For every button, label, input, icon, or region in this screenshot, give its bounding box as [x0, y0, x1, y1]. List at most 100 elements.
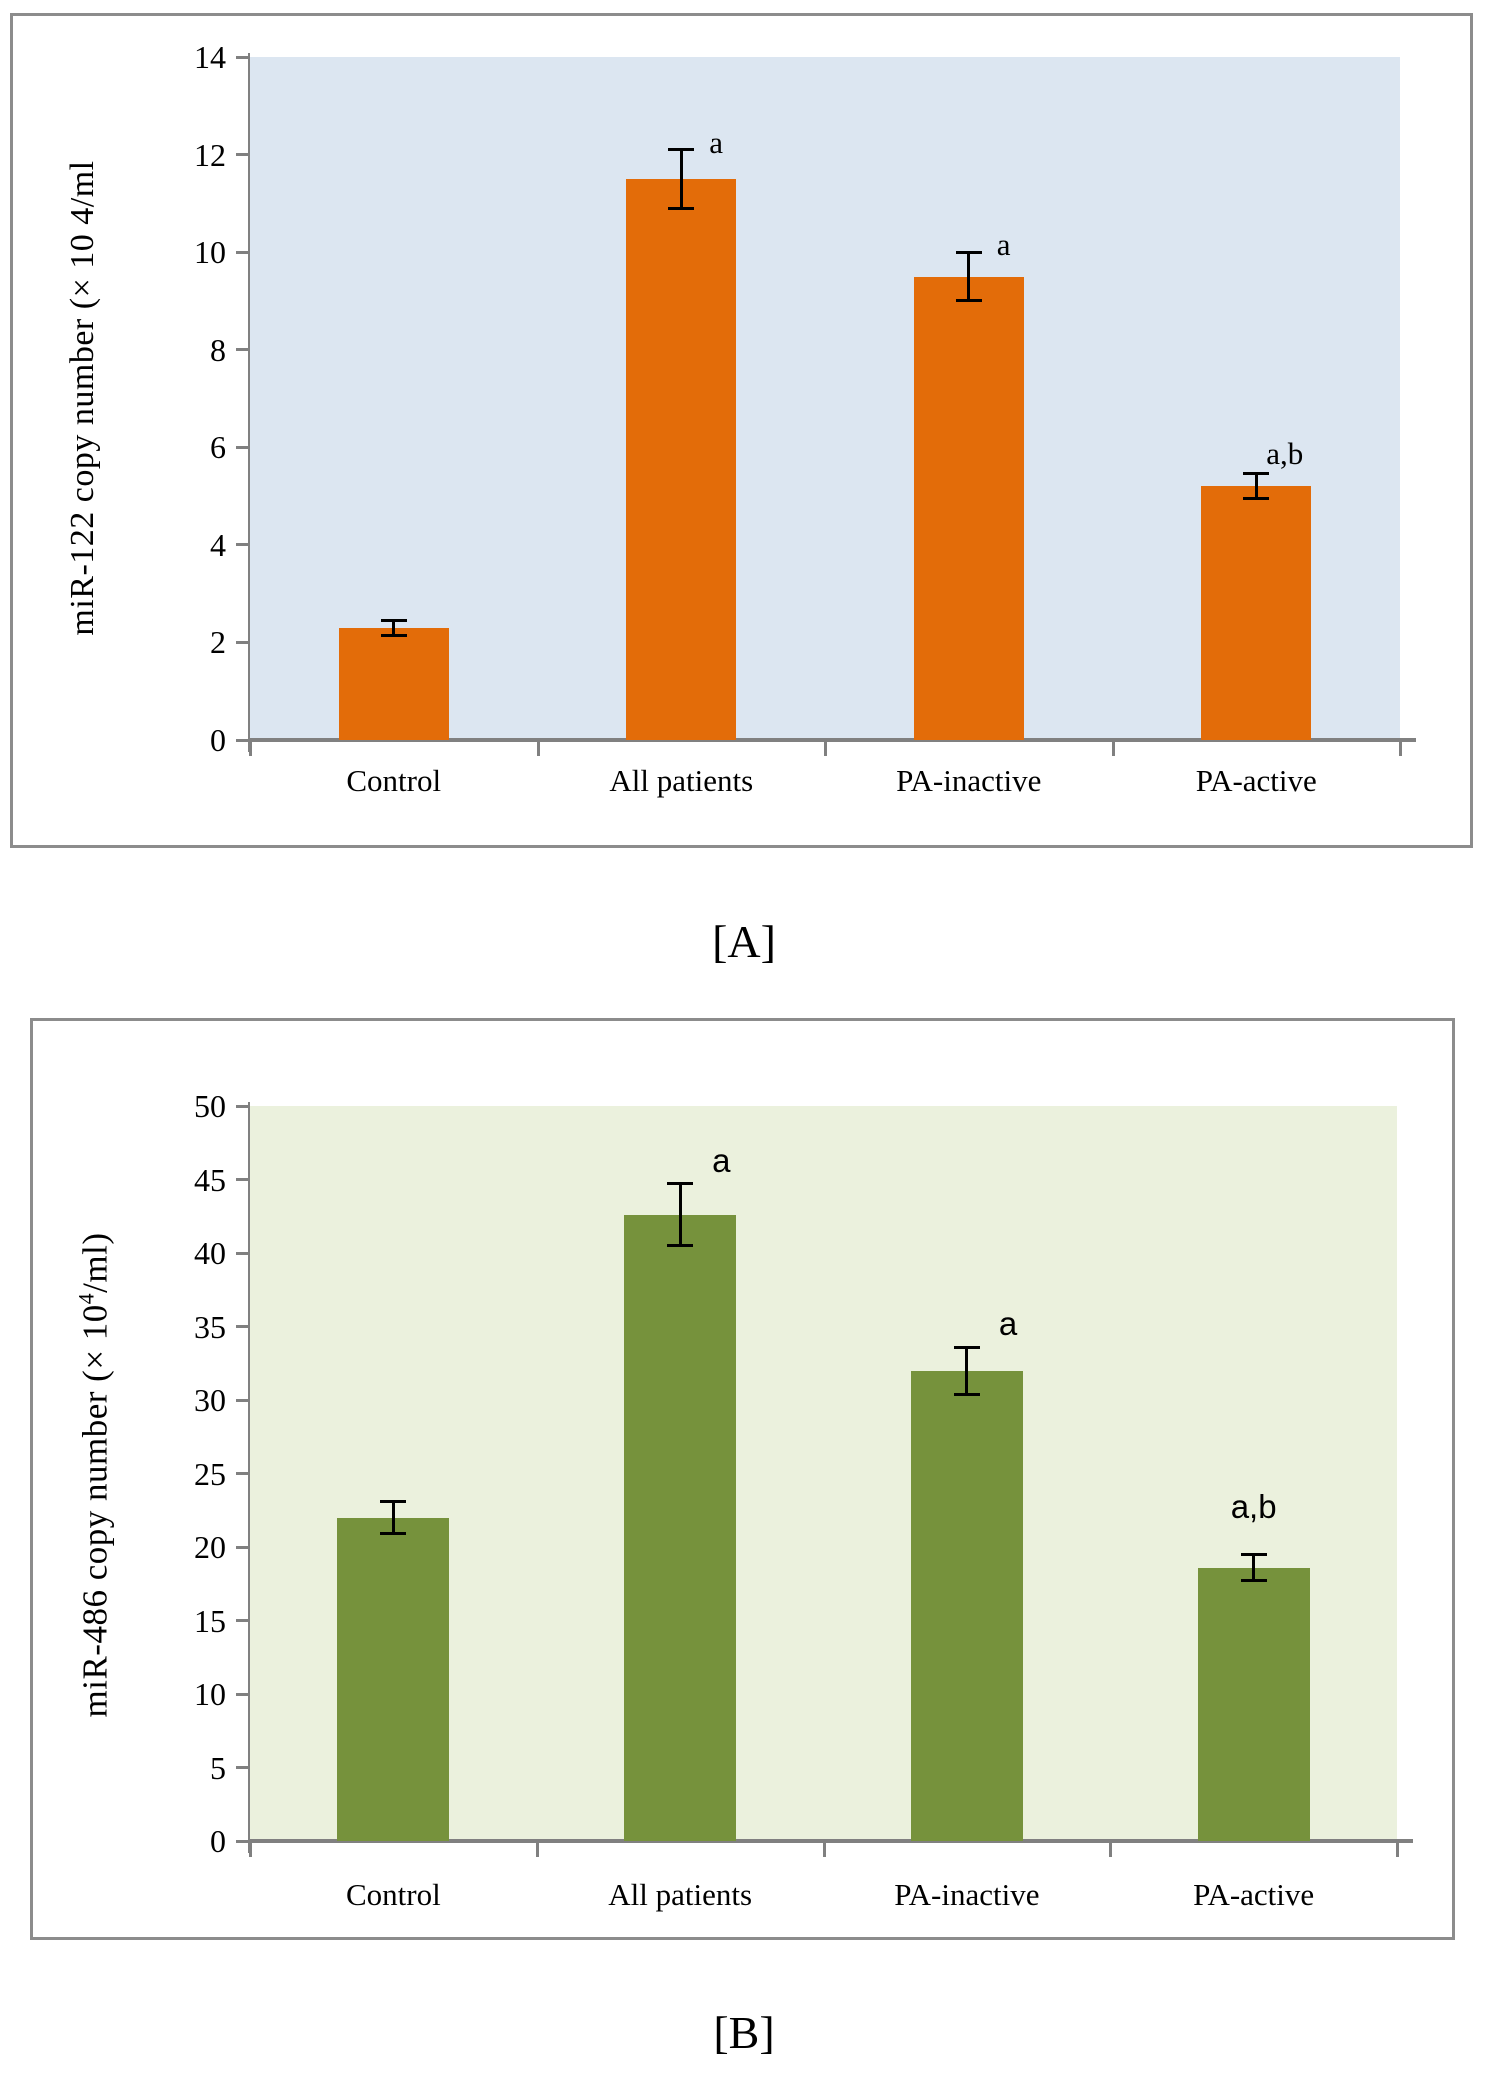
x-axis-line [248, 1839, 1413, 1843]
error-bar-cap-top-control [380, 618, 407, 622]
annotation-all-patients: a [709, 124, 724, 160]
caption-b: [B] [713, 2007, 775, 2058]
x-tick-mark [1399, 742, 1402, 756]
y-tick-mark [236, 153, 248, 157]
bar-control [337, 1517, 450, 1841]
error-bar-line-control [391, 1501, 395, 1534]
y-tick-mark [236, 445, 248, 449]
chart-panel-b: miR-486 copy number (× 104/ml) 0 5 10 15 20 2… [30, 1018, 1455, 1940]
caption-a: [A] [712, 916, 776, 967]
error-bar-line-pa-active [1252, 1554, 1256, 1581]
error-bar-cap-top-all-patients [668, 148, 695, 152]
category-label-all-patients: All patients [608, 1877, 753, 1912]
category-label-control: Control [346, 763, 442, 798]
y-tick-label: 30 [194, 1382, 226, 1418]
y-tick-mark [236, 1545, 248, 1549]
y-tick-mark [236, 1325, 248, 1328]
y-axis-title-b: miR-486 copy number (× 104/ml) [75, 1233, 116, 1718]
error-bar-cap-top-pa-active [1240, 1552, 1267, 1556]
y-tick-mark [236, 1692, 248, 1696]
y-tick-label: 5 [210, 1749, 226, 1786]
bar-control [338, 627, 449, 740]
category-label-pa-inactive: PA-inactive [894, 1877, 1040, 1912]
y-tick-label: 45 [194, 1161, 226, 1198]
annotation-all-patients: a [712, 1141, 731, 1179]
bar-pa-inactive [910, 1370, 1023, 1841]
annotation-pa-inactive: a [998, 1305, 1018, 1343]
x-tick-mark [1396, 1843, 1399, 1857]
y-tick-label: 14 [194, 39, 226, 75]
x-tick-mark [249, 1843, 252, 1857]
category-label-pa-active: PA-active [1193, 1877, 1315, 1912]
y-tick-mark [236, 1251, 248, 1255]
error-bar-cap-bottom-pa-active [1240, 1579, 1267, 1583]
error-bar-line-pa-inactive [967, 252, 971, 301]
error-bar-cap-top-all-patients [667, 1182, 694, 1186]
x-tick-mark [1111, 742, 1115, 756]
plot-area-a: 0 2 4 6 8 10 12 14 Control a All patients a PA-inact… [194, 40, 1416, 798]
y-tick-mark [236, 738, 248, 742]
y-axis-line [248, 53, 250, 752]
chart-panel-a: miR-122 copy number (× 10 4/ml 0 2 4 6 8 10 12… [10, 13, 1473, 848]
y-tick-mark [236, 543, 248, 547]
bar-all-patients [626, 178, 737, 740]
y-tick-mark [236, 1766, 248, 1769]
x-tick-mark [535, 1843, 539, 1857]
error-bar-cap-bottom-all-patients [667, 1244, 694, 1248]
y-tick-label: 20 [194, 1529, 226, 1565]
y-tick-label: 2 [210, 624, 226, 661]
y-tick-label: 0 [210, 1823, 226, 1859]
y-tick-mark [236, 1104, 248, 1108]
error-bar-cap-bottom-control [380, 1532, 407, 1536]
error-bar-cap-bottom-control [380, 633, 407, 637]
error-bar-line-pa-active [1254, 473, 1258, 499]
x-tick-mark [1109, 1843, 1113, 1857]
y-axis-title-a-text: miR-122 copy number (× 10 4/ml [64, 160, 102, 636]
error-bar-line-all-patients [679, 149, 683, 209]
y-tick-mark [236, 1839, 248, 1843]
error-bar-cap-top-pa-inactive [953, 1345, 980, 1349]
y-tick-label: 40 [194, 1235, 226, 1271]
y-axis-title-a: miR-122 copy number (× 10 4/ml [62, 160, 102, 635]
y-tick-label: 15 [194, 1602, 226, 1639]
bar-pa-active [1201, 486, 1312, 740]
category-label-control: Control [346, 1877, 441, 1912]
y-tick-mark [236, 640, 248, 644]
x-tick-mark [824, 742, 827, 756]
error-bar-line-pa-inactive [965, 1347, 969, 1395]
bar-pa-inactive [913, 276, 1024, 740]
y-tick-mark [236, 250, 248, 254]
y-tick-label: 10 [194, 234, 226, 271]
y-tick-label: 10 [194, 1676, 226, 1712]
y-tick-mark [236, 1619, 248, 1622]
x-tick-mark [249, 742, 252, 756]
y-tick-label: 25 [194, 1455, 226, 1492]
y-tick-mark [236, 1178, 248, 1181]
error-bar-line-all-patients [678, 1183, 682, 1246]
y-tick-label: 4 [210, 526, 226, 563]
y-axis-title-b-text: miR-486 copy number (× 10 [75, 1304, 115, 1718]
x-tick-mark [536, 742, 540, 756]
y-axis-line [248, 1102, 250, 1853]
y-tick-label: 8 [210, 331, 226, 368]
y-tick-label: 0 [210, 722, 226, 758]
annotation-pa-active: a,b [1266, 435, 1304, 471]
y-tick-label: 12 [194, 136, 226, 173]
error-bar-cap-bottom-pa-active [1243, 497, 1270, 501]
category-label-pa-active: PA-active [1195, 763, 1317, 798]
error-bar-cap-top-control [380, 1499, 407, 1503]
x-axis-line [248, 738, 1416, 742]
error-bar-cap-top-pa-active [1243, 472, 1270, 476]
y-tick-mark [236, 1398, 248, 1402]
y-tick-label: 6 [210, 429, 226, 466]
y-tick-mark [236, 348, 248, 352]
bar-pa-active [1197, 1567, 1310, 1841]
error-bar-line-control [392, 620, 396, 636]
y-tick-mark [236, 55, 248, 59]
y-axis-title-b-suffix: /ml) [75, 1232, 115, 1293]
error-bar-cap-bottom-all-patients [668, 206, 695, 210]
x-tick-mark [822, 1843, 826, 1857]
category-label-all-patients: All patients [609, 763, 754, 798]
y-axis-title-b-superscript: 4 [74, 1292, 99, 1305]
y-tick-mark [236, 1472, 248, 1475]
